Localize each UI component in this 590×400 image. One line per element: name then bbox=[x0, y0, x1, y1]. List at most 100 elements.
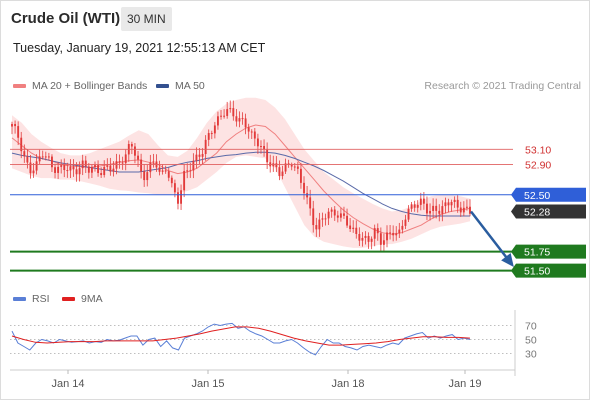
candle-body bbox=[29, 162, 32, 174]
candle bbox=[250, 129, 253, 140]
candle-body bbox=[413, 204, 416, 208]
rsi-tick-label: 70 bbox=[525, 321, 537, 333]
ma50-swatch-icon bbox=[156, 84, 169, 88]
candle bbox=[26, 149, 29, 169]
candle bbox=[453, 196, 456, 208]
candle-body bbox=[84, 160, 87, 167]
candle-body bbox=[355, 227, 358, 234]
candle bbox=[459, 201, 462, 217]
candle bbox=[296, 161, 299, 175]
rsi-tick-label: 50 bbox=[525, 335, 537, 347]
candle bbox=[450, 199, 453, 212]
candle bbox=[186, 163, 189, 179]
candle bbox=[180, 184, 183, 211]
candle bbox=[115, 153, 118, 175]
candle-body bbox=[14, 123, 17, 127]
candle-body bbox=[318, 219, 321, 230]
candle bbox=[229, 100, 232, 113]
rsi-ma-swatch-icon bbox=[62, 297, 75, 301]
candle-body bbox=[103, 166, 106, 176]
candle-body bbox=[232, 108, 235, 117]
candle-body bbox=[263, 145, 266, 150]
candle-body bbox=[90, 167, 93, 173]
candle-body bbox=[358, 233, 361, 241]
candle bbox=[220, 109, 222, 120]
candle bbox=[109, 157, 112, 176]
candle-body bbox=[173, 183, 176, 193]
candle bbox=[146, 164, 149, 187]
candle bbox=[51, 154, 53, 172]
candle bbox=[69, 159, 72, 179]
candle-body bbox=[87, 166, 90, 173]
instrument-title: Crude Oil (WTI) bbox=[11, 10, 121, 27]
candle bbox=[386, 225, 388, 248]
candle-body bbox=[152, 161, 155, 163]
candle-body bbox=[333, 209, 336, 216]
candle bbox=[395, 226, 398, 241]
candle bbox=[247, 123, 250, 139]
candle bbox=[432, 198, 435, 219]
candle bbox=[355, 220, 358, 239]
candle-body bbox=[121, 162, 124, 164]
candle-body bbox=[367, 235, 370, 242]
candle bbox=[318, 212, 321, 237]
candle bbox=[260, 140, 262, 154]
candle-body bbox=[195, 154, 198, 161]
candle bbox=[143, 164, 146, 187]
candle-body bbox=[444, 202, 447, 207]
candle-body bbox=[253, 131, 256, 139]
candle-body bbox=[180, 190, 183, 204]
rsi-ma-line bbox=[11, 326, 471, 346]
candle bbox=[278, 160, 281, 181]
candle bbox=[63, 158, 66, 178]
candle bbox=[364, 231, 367, 245]
candle bbox=[47, 152, 50, 161]
legend-rsi-ma: 9MA bbox=[62, 293, 103, 305]
candle-body bbox=[438, 210, 441, 214]
candle bbox=[429, 203, 431, 221]
candle-body bbox=[432, 205, 435, 211]
candle bbox=[130, 141, 133, 155]
candle bbox=[90, 164, 93, 178]
candle bbox=[419, 192, 422, 211]
candle bbox=[327, 208, 330, 226]
candle-body bbox=[23, 151, 26, 157]
candle bbox=[17, 121, 20, 146]
candle bbox=[339, 207, 342, 222]
candle bbox=[60, 159, 63, 174]
axis-layer: Jan 14 Jan 15 Jan 18 Jan 19 bbox=[10, 310, 516, 390]
candle bbox=[465, 199, 468, 211]
candle-body bbox=[352, 227, 355, 229]
candle bbox=[152, 153, 155, 168]
candle-body bbox=[447, 202, 450, 206]
candle bbox=[210, 130, 213, 140]
candle-body bbox=[17, 126, 20, 138]
candle-body bbox=[284, 163, 287, 172]
candle bbox=[75, 162, 78, 182]
candle bbox=[223, 109, 226, 119]
x-tick-label: Jan 14 bbox=[51, 378, 84, 390]
candle-body bbox=[47, 156, 50, 158]
candle bbox=[444, 197, 447, 214]
candle-body bbox=[57, 166, 60, 173]
candle bbox=[299, 163, 302, 189]
candle-body bbox=[213, 125, 216, 134]
candle bbox=[426, 196, 428, 221]
candle bbox=[112, 161, 115, 177]
candle bbox=[376, 223, 379, 241]
candle-body bbox=[134, 146, 136, 156]
candle bbox=[284, 158, 287, 175]
candle-body bbox=[109, 165, 112, 172]
candle bbox=[389, 224, 392, 240]
candle bbox=[232, 100, 235, 121]
main-layer bbox=[11, 97, 471, 253]
candle-body bbox=[72, 166, 75, 170]
timeframe-badge[interactable]: 30 MIN bbox=[121, 7, 172, 31]
levels-layer: 53.10 52.90 52.50 52.28 51.75 51.50 bbox=[10, 144, 586, 278]
candle bbox=[469, 199, 471, 217]
candle-body bbox=[309, 197, 312, 209]
projection-arrow bbox=[470, 210, 513, 266]
candle-body bbox=[370, 238, 373, 242]
candle-body bbox=[339, 213, 342, 218]
candle bbox=[198, 147, 201, 165]
